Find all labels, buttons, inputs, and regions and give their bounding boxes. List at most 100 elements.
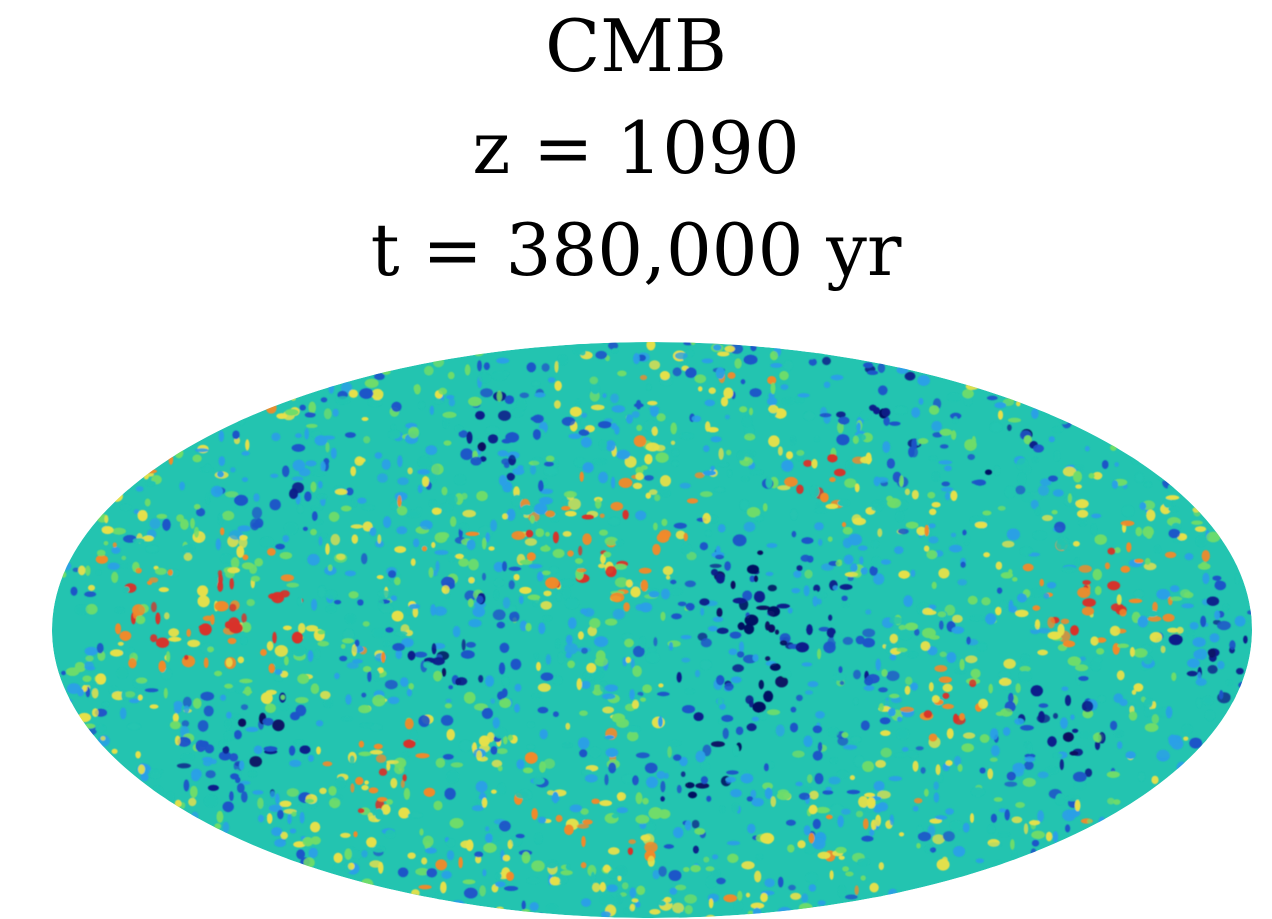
- cmb-speckle: [1079, 731, 1094, 739]
- cmb-speckle: [510, 658, 522, 670]
- cmb-speckle: [1078, 565, 1092, 573]
- cmb-speckle: [927, 646, 938, 656]
- cmb-speckle: [594, 656, 608, 667]
- cmb-speckle: [61, 571, 67, 578]
- cmb-speckle: [654, 494, 661, 502]
- cmb-speckle: [280, 694, 285, 700]
- cmb-speckle: [805, 690, 813, 695]
- cmb-speckle: [433, 399, 444, 405]
- cmb-speckle: [84, 661, 94, 671]
- cmb-speckle: [629, 887, 637, 899]
- cmb-speckle: [432, 570, 438, 577]
- cmb-speckle: [817, 592, 827, 598]
- cmb-speckle: [1144, 558, 1151, 565]
- cmb-speckle: [750, 344, 757, 352]
- cmb-speckle: [214, 823, 221, 830]
- cmb-speckle: [1035, 506, 1041, 516]
- cmb-speckle: [1029, 820, 1040, 826]
- cmb-speckle: [540, 601, 552, 610]
- cmb-speckle: [553, 675, 563, 685]
- cmb-speckle: [291, 811, 297, 817]
- cmb-speckle: [784, 476, 798, 487]
- cmb-speckle: [724, 682, 734, 691]
- cmb-speckle: [770, 363, 783, 368]
- cmb-speckle: [724, 414, 730, 420]
- cmb-speckle: [945, 760, 953, 766]
- cmb-speckle: [860, 411, 871, 421]
- cmb-speckle: [284, 522, 298, 535]
- cmb-speckle: [660, 611, 666, 621]
- cmb-speckle: [241, 791, 248, 803]
- cmb-speckle: [1073, 541, 1080, 547]
- cmb-speckle: [224, 730, 235, 741]
- cmb-speckle: [737, 622, 745, 631]
- cmb-speckle: [752, 907, 762, 918]
- cmb-speckle: [668, 641, 674, 651]
- cmb-speckle: [1007, 424, 1012, 431]
- cmb-speckle: [680, 635, 692, 640]
- cmb-speckle: [259, 805, 271, 817]
- cmb-speckle: [187, 639, 201, 648]
- cmb-speckle: [858, 545, 868, 551]
- cmb-speckle: [190, 518, 195, 529]
- cmb-speckle: [732, 803, 740, 813]
- cmb-speckle: [1048, 436, 1055, 443]
- cmb-speckle: [155, 612, 161, 625]
- cmb-speckle: [330, 447, 337, 459]
- cmb-speckle: [174, 448, 184, 459]
- title-block: CMB z = 1090 t = 380,000 yr: [0, 0, 1272, 320]
- cmb-speckle: [827, 536, 833, 542]
- cmb-speckle: [302, 526, 308, 531]
- cmb-speckle: [1020, 725, 1034, 731]
- cmb-speckle: [591, 798, 600, 804]
- cmb-speckle: [776, 603, 790, 609]
- cmb-speckle: [1116, 670, 1125, 681]
- cmb-speckle: [732, 664, 744, 673]
- cmb-speckle: [625, 656, 631, 664]
- cmb-speckle: [560, 579, 574, 587]
- cmb-speckle: [801, 893, 809, 903]
- cmb-speckle: [679, 482, 691, 489]
- cmb-speckle: [732, 534, 747, 547]
- cmb-speckle: [724, 345, 735, 353]
- cmb-speckle: [375, 754, 387, 763]
- cmb-speckle: [441, 585, 450, 594]
- cmb-speckle: [751, 797, 764, 807]
- cmb-speckle: [869, 882, 879, 893]
- cmb-speckle: [1012, 762, 1025, 773]
- cmb-speckle: [1187, 658, 1200, 668]
- cmb-speckle: [934, 665, 948, 672]
- cmb-speckle: [873, 476, 881, 487]
- cmb-speckle: [1176, 626, 1184, 634]
- cmb-speckle: [1091, 524, 1097, 535]
- cmb-speckle: [844, 572, 859, 577]
- cmb-speckle: [1192, 637, 1206, 648]
- cmb-speckle: [523, 767, 533, 774]
- cmb-speckle: [284, 656, 289, 666]
- cmb-speckle: [712, 616, 724, 622]
- cmb-speckle: [1008, 600, 1014, 612]
- cmb-speckle: [842, 602, 850, 608]
- cmb-speckle: [1200, 561, 1208, 568]
- cmb-speckle: [904, 685, 911, 695]
- cmb-speckle: [995, 606, 1002, 616]
- cmb-speckle: [608, 342, 619, 350]
- cmb-speckle: [1197, 671, 1202, 682]
- cmb-speckle: [833, 632, 842, 643]
- cmb-speckle: [528, 460, 540, 466]
- cmb-speckle: [1075, 484, 1082, 489]
- cmb-speckle: [835, 560, 843, 567]
- cmb-speckle: [503, 462, 510, 469]
- cmb-speckle: [401, 638, 414, 648]
- cmb-speckle: [987, 839, 1000, 847]
- cmb-speckle: [929, 818, 942, 824]
- cmb-speckle: [374, 373, 385, 380]
- cmb-speckle: [197, 595, 210, 608]
- cmb-speckle: [245, 727, 259, 732]
- cmb-speckle: [244, 686, 252, 696]
- cmb-speckle: [911, 489, 919, 500]
- cmb-speckle: [274, 657, 282, 668]
- cmb-speckle: [1132, 457, 1138, 465]
- cmb-speckle: [867, 370, 878, 375]
- cmb-speckle: [53, 580, 60, 586]
